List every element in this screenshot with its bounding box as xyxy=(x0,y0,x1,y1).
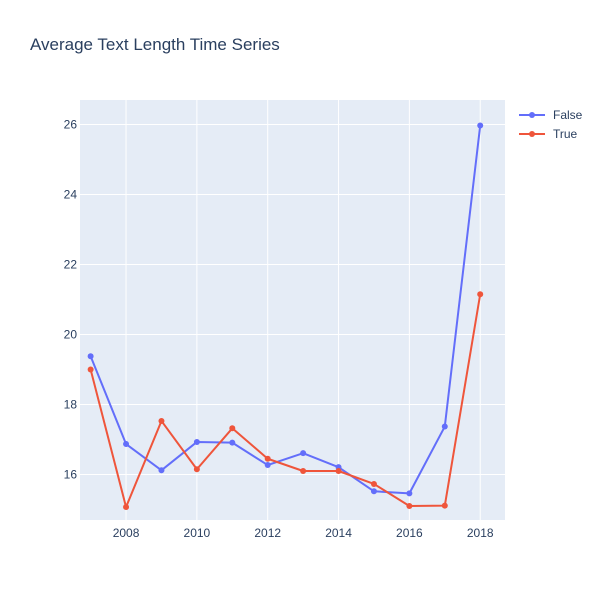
data-point xyxy=(441,423,448,430)
data-point xyxy=(158,417,165,424)
y-tick-label: 16 xyxy=(64,468,78,482)
legend-item-true[interactable]: True xyxy=(519,127,578,141)
data-point xyxy=(229,439,236,446)
grid xyxy=(80,100,505,520)
data-point xyxy=(193,438,200,445)
x-axis-ticks: 2008 2010 2012 2014 2016 2018 xyxy=(113,526,494,540)
data-point xyxy=(370,480,377,487)
data-point xyxy=(264,462,271,469)
data-point xyxy=(158,467,165,474)
series-line-true xyxy=(89,294,482,509)
chart-title: Average Text Length Time Series xyxy=(30,35,280,54)
data-point xyxy=(441,502,448,509)
data-point xyxy=(123,441,130,448)
data-point xyxy=(477,122,484,129)
y-tick-label: 24 xyxy=(64,188,78,202)
series-layer xyxy=(87,122,484,511)
data-point xyxy=(87,366,94,373)
data-point xyxy=(300,450,307,457)
x-tick-label: 2018 xyxy=(467,526,494,540)
legend-label: True xyxy=(553,127,578,141)
legend-swatch-marker xyxy=(529,112,535,118)
y-tick-label: 22 xyxy=(64,258,78,272)
x-tick-label: 2016 xyxy=(396,526,423,540)
data-point xyxy=(123,504,130,511)
x-tick-label: 2012 xyxy=(254,526,281,540)
x-tick-label: 2014 xyxy=(325,526,352,540)
data-point xyxy=(335,468,342,474)
y-tick-label: 26 xyxy=(64,118,78,132)
legend-item-false[interactable]: False xyxy=(519,108,583,122)
legend[interactable]: False True xyxy=(519,108,583,141)
data-point xyxy=(406,503,413,509)
x-tick-label: 2010 xyxy=(184,526,211,540)
y-tick-label: 18 xyxy=(64,398,78,412)
legend-label: False xyxy=(553,108,583,122)
data-point xyxy=(264,455,271,462)
data-point xyxy=(229,425,236,432)
legend-swatch-marker xyxy=(529,131,535,137)
y-axis-ticks: 16 18 20 22 24 26 xyxy=(64,118,78,482)
plot-area xyxy=(80,100,505,520)
data-point xyxy=(193,466,200,473)
series-true xyxy=(87,291,484,511)
x-tick-label: 2008 xyxy=(113,526,140,540)
data-point xyxy=(477,291,484,298)
data-point xyxy=(300,468,307,474)
data-point xyxy=(370,488,377,495)
data-point xyxy=(87,353,94,360)
series-line-false xyxy=(89,125,482,495)
data-point xyxy=(406,490,413,497)
y-tick-label: 20 xyxy=(64,328,78,342)
